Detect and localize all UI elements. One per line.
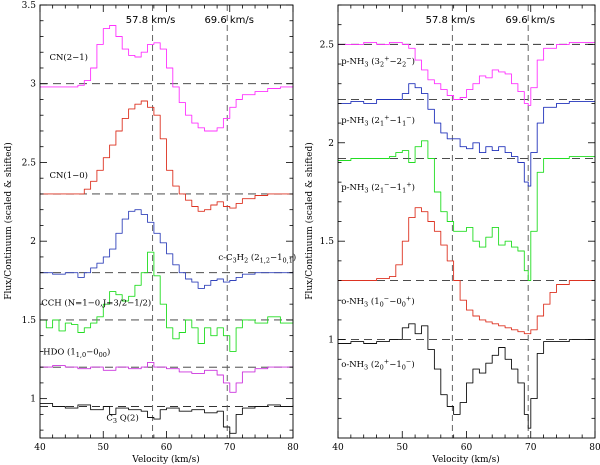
- right-plot-content: 57.8 km/s 69.6 km/s p-NH3 (32+−22−) p-NH3 (…: [338, 5, 596, 438]
- left-xtick-label-1: 50: [98, 443, 110, 453]
- right-spectrum-label-4: o-NH3 (20+−10−): [341, 358, 414, 372]
- right-xtick-label-3: 70: [525, 443, 537, 453]
- left-ytick-label-0: 1: [30, 395, 36, 405]
- left-ytick-label-2: 2: [30, 237, 36, 247]
- right-marker-label-0: 57.8 km/s: [426, 15, 476, 26]
- right-plot-frame: [337, 4, 596, 439]
- left-xtick-label-2: 60: [161, 443, 173, 453]
- left-panel: 57.8 km/s 69.6 km/s CN(2−1) CN(1−0) c-C3H2 (…: [3, 1, 299, 465]
- right-spectrum-4: [338, 323, 595, 429]
- left-marker-label-1: 69.6 km/s: [204, 15, 254, 26]
- right-ticks: [337, 4, 596, 438]
- left-plot-content: 57.8 km/s 69.6 km/s CN(2−1) CN(1−0) c-C3H2 (…: [40, 5, 296, 438]
- left-spectrum-1: [40, 100, 293, 212]
- left-spectrum-5: [40, 402, 294, 434]
- left-x-axis-label: Velocity (km/s): [131, 454, 199, 465]
- left-spectrum-4: [40, 361, 293, 393]
- right-ytick-label-0: 1: [328, 336, 334, 346]
- right-ytick-label-2: 2: [328, 139, 334, 149]
- right-y-axis-label: Flux/Continuum (scaled & shifted): [304, 142, 315, 299]
- left-spectrum-label-5: C3 Q(2): [106, 413, 138, 426]
- right-xtick-label-1: 50: [397, 443, 409, 453]
- left-spectrum-0: [40, 25, 294, 132]
- left-plot-frame: [39, 4, 294, 439]
- left-ticks: [39, 4, 294, 438]
- left-spectrum-label-1: CN(1−0): [49, 170, 88, 181]
- right-spectrum-label-0: p-NH3 (32+−22−): [341, 55, 415, 69]
- right-spectrum-1: [338, 83, 595, 187]
- right-spectrum-0: [338, 41, 595, 106]
- left-xtick-label-3: 70: [224, 443, 236, 453]
- right-spectrum-label-3: o-NH3 (10−−00+): [341, 295, 414, 309]
- right-xtick-label-4: 80: [589, 443, 600, 453]
- left-spectrum-2: [40, 209, 294, 289]
- left-spectrum-label-2: c-C3H2 (21,2−10,1): [218, 252, 296, 265]
- left-tick-labels: 40 50 60 70 80 1 1.5 2 2.5 3 3.5: [22, 1, 299, 453]
- left-spectrum-label-3: CCH (N=1−0,J=3/2−1/2): [41, 298, 151, 309]
- right-x-axis-label: Velocity (km/s): [431, 454, 499, 465]
- left-spectrum-label-0: CN(2−1): [49, 52, 88, 63]
- right-panel: 57.8 km/s 69.6 km/s p-NH3 (32+−22−) p-NH3 (…: [304, 4, 600, 465]
- left-ytick-label-3: 2.5: [22, 158, 37, 168]
- right-ytick-label-1: 1.5: [320, 237, 335, 247]
- left-xtick-label-0: 40: [34, 443, 46, 453]
- left-y-axis-label: Flux/Continuum (scaled & shifted): [3, 142, 14, 299]
- left-marker-label-0: 57.8 km/s: [126, 15, 176, 26]
- right-xtick-label-2: 60: [461, 443, 473, 453]
- left-spectrum-label-4: HDO (11,0−000): [43, 347, 110, 360]
- right-tick-labels: 40 50 60 70 80 1 1.5 2 2.5: [320, 40, 600, 453]
- left-spectrum-3: [40, 251, 294, 352]
- right-spectrum-2: [338, 140, 596, 281]
- right-xtick-label-0: 40: [332, 443, 344, 453]
- right-spectrum-3: [338, 207, 595, 335]
- right-marker-label-1: 69.6 km/s: [505, 15, 555, 26]
- left-xtick-label-4: 80: [287, 443, 299, 453]
- right-spectrum-label-1: p-NH3 (21+−11−): [341, 114, 415, 128]
- right-ytick-label-3: 2.5: [320, 40, 335, 50]
- left-ytick-label-5: 3.5: [22, 1, 37, 11]
- right-spectrum-label-2: p-NH3 (21−−11+): [341, 181, 415, 195]
- left-ytick-label-4: 3: [30, 80, 36, 90]
- left-ytick-label-1: 1.5: [22, 316, 37, 326]
